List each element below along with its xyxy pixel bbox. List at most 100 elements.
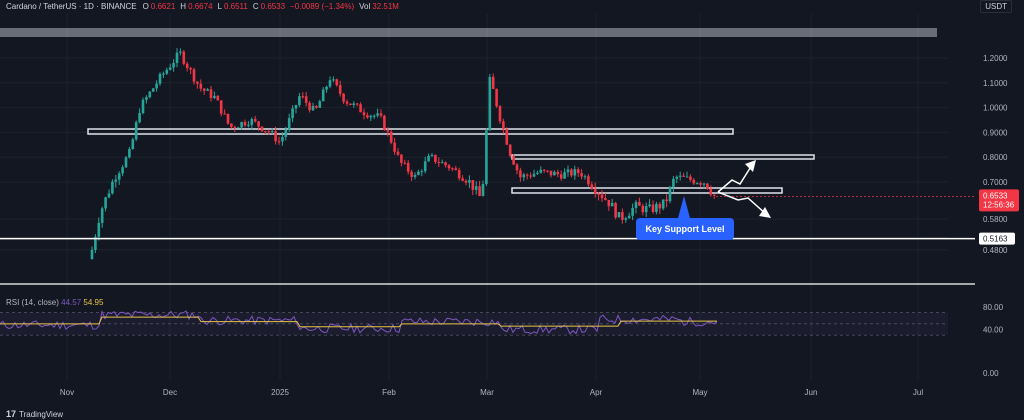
price-tag-value: 0.6533 (983, 191, 1008, 200)
candle-body (362, 112, 366, 116)
y-tick-label: 1.1000 (983, 79, 1008, 88)
candle-body (383, 115, 386, 131)
y-tick-label: 0.7000 (983, 178, 1008, 187)
candle-body (553, 171, 556, 176)
candle-body (162, 73, 165, 75)
candle-body (410, 171, 413, 177)
candle-body (145, 97, 148, 100)
candle-body (478, 186, 481, 197)
tradingview-mark-icon: 17 (6, 409, 17, 419)
candle-body (437, 162, 441, 164)
candle-body (294, 105, 298, 109)
candle-body (223, 113, 226, 115)
candle-body (614, 202, 617, 218)
candle-body (597, 193, 600, 195)
logo-text: TradingView (19, 409, 64, 419)
candle-body (151, 88, 155, 92)
y-tick-label: 0.5800 (983, 215, 1008, 224)
currency-unit[interactable]: USDT (980, 0, 1012, 13)
candle-body (702, 183, 706, 185)
change-value: −0.0089 (−1.34%) (290, 2, 355, 11)
volume-label: Vol (359, 2, 371, 11)
candle-body (141, 99, 145, 114)
candle-body (712, 194, 716, 196)
candle-body (226, 113, 230, 124)
levels (0, 195, 975, 285)
tradingview-logo[interactable]: 17 TradingView (6, 409, 63, 419)
candle-body (287, 118, 291, 130)
candle-body (97, 222, 101, 237)
candle-body (566, 169, 570, 173)
x-tick-label: Jul (913, 388, 923, 397)
bull-arrow (717, 164, 753, 193)
candle-body (655, 203, 658, 212)
candle-body (281, 137, 284, 142)
candle-body (610, 202, 614, 207)
x-tick-label: Feb (382, 388, 396, 397)
candle-body (192, 69, 196, 82)
candle-body (685, 176, 689, 178)
candle-body (461, 178, 464, 181)
y-tick-label: 0.9000 (983, 128, 1008, 137)
candle-body (457, 170, 461, 179)
candle-body (185, 63, 189, 69)
x-tick-label: 2025 (271, 388, 289, 397)
candle-body (590, 184, 594, 189)
candle-body (233, 127, 237, 129)
candle-body (413, 174, 417, 177)
symbol-header: Cardano / TetherUS · 1D · BINANCE O 0.662… (6, 0, 402, 13)
candle-body (580, 173, 583, 177)
candle-body (689, 176, 692, 180)
y-tick-label: 1.0000 (983, 104, 1008, 113)
candle-body (253, 119, 257, 122)
bear-arrow (717, 191, 767, 215)
high-value: 0.6674 (188, 2, 213, 11)
candle-body (318, 101, 322, 108)
candle-body (359, 104, 362, 113)
x-tick-label: Dec (163, 388, 177, 397)
symbol-title[interactable]: Cardano / TetherUS · 1D · BINANCE (6, 2, 137, 11)
rsi-pane (0, 309, 948, 336)
candle-body (488, 76, 492, 131)
candle-body (403, 162, 407, 164)
candle-body (641, 205, 645, 213)
candle-body (121, 167, 124, 174)
candle-body (168, 67, 172, 70)
candle-body (301, 96, 305, 98)
candle-body (549, 170, 553, 176)
candle-body (355, 103, 359, 105)
candle-body (444, 162, 447, 166)
candle-body (651, 204, 655, 212)
candle-body (682, 175, 685, 177)
candle-body (464, 180, 468, 183)
candle-body (338, 85, 342, 94)
candle-body (570, 169, 573, 176)
candle-body (206, 89, 209, 91)
candle-body (386, 130, 390, 132)
candle-body (675, 176, 679, 179)
candle-body (134, 122, 138, 140)
candle-body (471, 180, 475, 190)
candle-body (468, 180, 471, 183)
candle-body (379, 113, 383, 116)
candle-body (525, 174, 529, 176)
candle-body (304, 96, 308, 103)
candle-body (94, 236, 97, 250)
high-label: H (180, 2, 187, 11)
candle-body (665, 199, 668, 202)
candle-body (644, 206, 648, 213)
candle-body (695, 183, 699, 185)
candle-body (236, 127, 240, 129)
x-tick-label: Jun (805, 388, 818, 397)
candle-body (556, 171, 560, 175)
candle-body (678, 175, 682, 177)
candle-body (213, 95, 216, 99)
candle-body (495, 88, 498, 107)
support-tag (979, 232, 1015, 245)
candle-body (219, 100, 223, 114)
candle-body (124, 157, 128, 168)
candle-body (529, 175, 532, 177)
candle-body (709, 188, 713, 195)
candle-body (372, 115, 376, 117)
